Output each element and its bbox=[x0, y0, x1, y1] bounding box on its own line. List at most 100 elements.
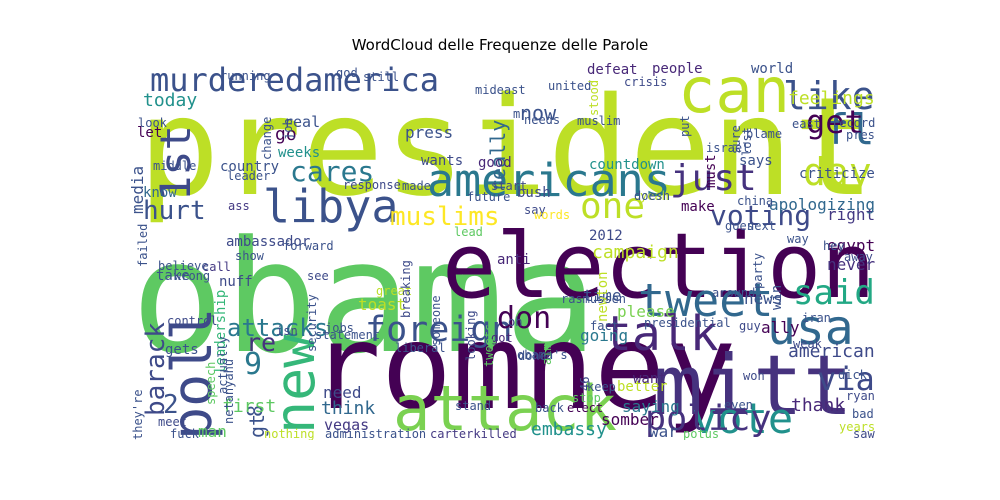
word-way: way bbox=[787, 232, 809, 246]
word-ass: ass bbox=[228, 199, 250, 213]
word-americans: americans bbox=[427, 154, 671, 207]
word-foreign: foreign bbox=[365, 310, 513, 350]
word-years: years bbox=[839, 420, 875, 434]
word-obama-s: obama's bbox=[517, 348, 568, 362]
word-muslims: muslims bbox=[390, 202, 500, 232]
word-start: start bbox=[491, 179, 528, 193]
word-murderedamerica: murderedamerica bbox=[150, 61, 439, 99]
word-words: words bbox=[534, 208, 571, 222]
word-meet: meet bbox=[158, 415, 187, 429]
word-job: job bbox=[281, 118, 295, 140]
word-president: president bbox=[138, 69, 875, 227]
word-time: time bbox=[583, 286, 622, 305]
word-got: got bbox=[491, 331, 513, 345]
word-actually: actually bbox=[216, 336, 230, 394]
word-dick: dick bbox=[838, 368, 867, 382]
word-tweet: tweet bbox=[638, 274, 774, 327]
word-today: today bbox=[143, 90, 198, 111]
word-united: united bbox=[548, 79, 592, 93]
word-needs: needs bbox=[524, 113, 561, 127]
word-attacks: attacks bbox=[227, 314, 329, 342]
word-stood: stood bbox=[587, 79, 601, 116]
word-statement: statement bbox=[315, 328, 381, 342]
word-gets: gets bbox=[165, 342, 199, 358]
word-let: let bbox=[137, 125, 163, 141]
word-get: get bbox=[806, 103, 864, 141]
word-rasmussen: rasmussen bbox=[561, 292, 627, 306]
word-fuck: fuck bbox=[170, 427, 199, 440]
word-must: must bbox=[703, 154, 719, 188]
word-press: press bbox=[405, 123, 454, 142]
word-around: around bbox=[712, 286, 756, 300]
word-security: security bbox=[305, 294, 319, 352]
word-cares: cares bbox=[290, 155, 375, 188]
word-apologizing: apologizing bbox=[769, 195, 875, 214]
word-defeat: defeat bbox=[587, 62, 638, 78]
word-failed: failed bbox=[136, 223, 150, 267]
word-ambassador: ambassador bbox=[226, 234, 311, 250]
word-egypt: egypt bbox=[827, 236, 875, 255]
word-mitt: mitt bbox=[653, 337, 853, 434]
word-oh: oh bbox=[508, 315, 523, 329]
word-muslim: muslim bbox=[577, 114, 621, 128]
word-american: american bbox=[788, 341, 875, 362]
word-don: don bbox=[497, 301, 552, 336]
word-potus: potus bbox=[683, 427, 720, 440]
word-great: great bbox=[376, 284, 413, 298]
word-think: think bbox=[321, 398, 376, 419]
word-real: real bbox=[284, 113, 321, 131]
word-wants: wants bbox=[421, 153, 464, 169]
word-tweets: tweets bbox=[482, 323, 496, 367]
word-2012: 2012 bbox=[589, 228, 623, 244]
word-they-re: they're bbox=[131, 389, 145, 440]
word-via: via bbox=[817, 360, 875, 398]
word-libya: libya bbox=[263, 180, 399, 233]
word-embassy: embassy bbox=[531, 419, 607, 440]
word-says: says bbox=[739, 153, 773, 169]
word-2: 2 bbox=[163, 390, 179, 420]
word-fl: fl bbox=[824, 105, 875, 154]
word-vote: vote bbox=[692, 394, 794, 440]
word-someone: someone bbox=[429, 295, 443, 346]
word-election: election bbox=[442, 214, 875, 319]
word-attack: attack bbox=[393, 372, 617, 440]
word-somber: somber bbox=[601, 410, 659, 429]
word-still: still bbox=[363, 70, 400, 84]
word-iran: iran bbox=[802, 311, 831, 325]
word-speech: speech bbox=[204, 361, 218, 405]
word-anti: anti bbox=[497, 252, 531, 268]
word-nothing: nothing bbox=[264, 427, 315, 440]
word-wrong: wrong bbox=[174, 269, 211, 283]
word-call: call bbox=[202, 260, 231, 274]
word-record: record bbox=[832, 116, 875, 130]
word-fact: fact bbox=[590, 319, 619, 333]
word-mr: mr bbox=[513, 107, 528, 121]
word-good: good bbox=[478, 155, 512, 171]
word-carterkilled: carterkilled bbox=[430, 427, 517, 440]
word-war: war bbox=[649, 422, 678, 440]
chart-title: WordCloud delle Frequenze delle Parole bbox=[351, 36, 649, 54]
word-now: now bbox=[520, 101, 557, 125]
word-campaign: campaign bbox=[592, 242, 679, 263]
word-believe: believe bbox=[158, 259, 209, 273]
word-thank: thank bbox=[791, 395, 846, 416]
word-one: one bbox=[580, 186, 646, 227]
word-hey: hey bbox=[823, 239, 845, 253]
word-say: say bbox=[524, 203, 546, 217]
word-looking: looking bbox=[464, 310, 478, 361]
word-bush: bush bbox=[517, 185, 551, 201]
word-going: going bbox=[580, 326, 629, 345]
word-just: just bbox=[670, 158, 757, 199]
word-9: 9 bbox=[244, 347, 263, 382]
word-control: control bbox=[167, 314, 218, 328]
word-country: country bbox=[220, 159, 280, 175]
word-vegas: vegas bbox=[324, 416, 370, 434]
word-better: better bbox=[617, 379, 668, 395]
word-mideast: mideast bbox=[475, 83, 526, 97]
word-weak: weak bbox=[793, 337, 822, 351]
word-obama: obama bbox=[131, 207, 598, 388]
word-forward: forward bbox=[283, 239, 334, 253]
word-said: said bbox=[793, 273, 875, 313]
word-yeah: yeah bbox=[640, 189, 669, 203]
